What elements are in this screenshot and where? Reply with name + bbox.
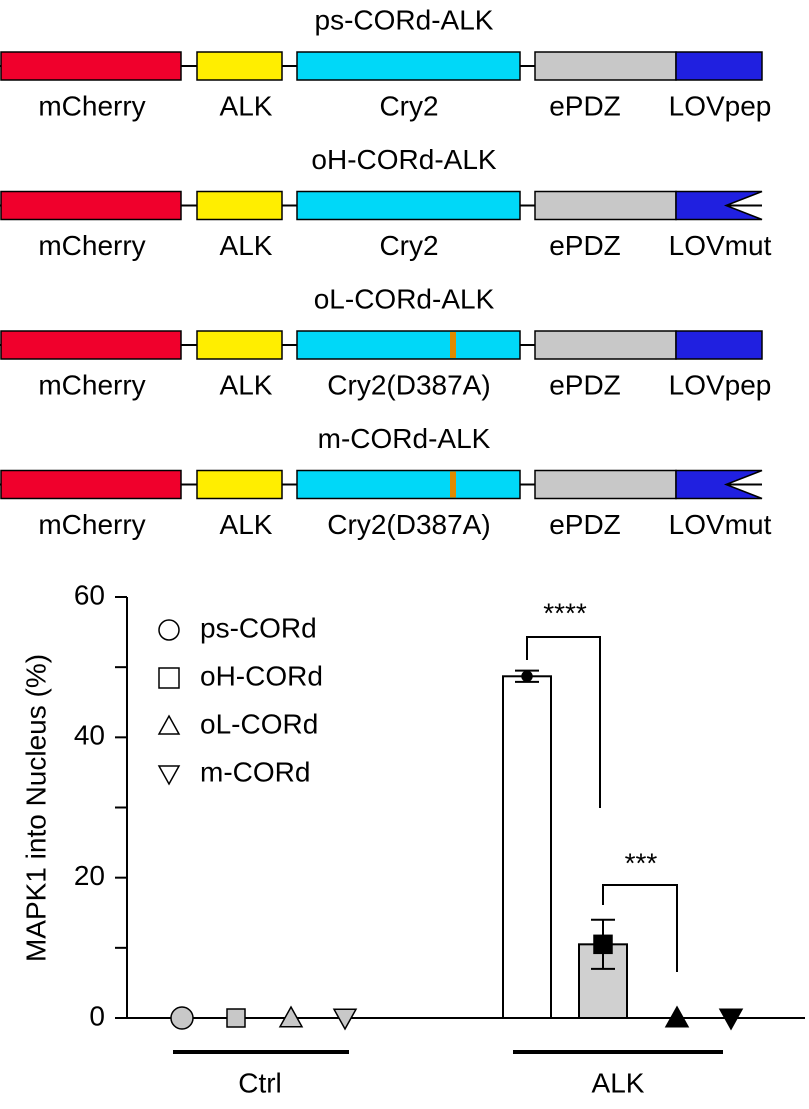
domain-label: LOVmut xyxy=(669,509,772,540)
domain-box xyxy=(296,330,521,360)
domain-box xyxy=(196,469,283,500)
x-tick-label: Ctrl xyxy=(238,1067,282,1098)
legend-label: ps-CORd xyxy=(200,612,317,643)
domain-label: LOVpep xyxy=(669,369,772,400)
significance-label: *** xyxy=(625,847,658,878)
domain-label: mCherry xyxy=(38,90,145,121)
domain-box xyxy=(196,330,283,360)
data-marker xyxy=(332,1008,358,1031)
legend-label: oH-CORd xyxy=(200,660,323,691)
data-marker xyxy=(664,1005,690,1028)
domain-box xyxy=(196,190,283,221)
domain-box xyxy=(675,190,763,221)
domain-box xyxy=(296,190,521,221)
domain-label: ePDZ xyxy=(549,369,621,400)
domain-box xyxy=(534,469,677,500)
domain-box xyxy=(0,330,182,360)
y-tick-label: 60 xyxy=(74,579,105,610)
domain-box xyxy=(196,51,283,81)
data-marker xyxy=(226,1008,246,1028)
y-tick-label: 0 xyxy=(89,1000,105,1031)
mutation-stripe xyxy=(450,471,456,498)
domain-label: Cry2(D387A) xyxy=(327,369,490,400)
domain-label: LOVmut xyxy=(669,230,772,261)
domain-box xyxy=(0,469,182,500)
domain-box xyxy=(534,330,677,360)
domain-label: ALK xyxy=(220,509,273,540)
legend-marker xyxy=(158,667,180,689)
domain-box xyxy=(534,51,677,81)
construct-title: m-CORd-ALK xyxy=(318,423,491,454)
domain-label: ALK xyxy=(220,230,273,261)
domain-box xyxy=(0,51,182,81)
domain-label: mCherry xyxy=(38,230,145,261)
mutation-stripe xyxy=(450,332,456,358)
domain-label: ALK xyxy=(220,369,273,400)
domain-box xyxy=(675,469,763,500)
domain-label: LOVpep xyxy=(669,90,772,121)
domain-label: ePDZ xyxy=(549,230,621,261)
significance-label: **** xyxy=(543,597,587,628)
data-marker xyxy=(718,1008,744,1031)
construct-title: oL-CORd-ALK xyxy=(314,283,495,314)
legend-label: m-CORd xyxy=(200,756,310,787)
y-tick-label: 40 xyxy=(74,720,105,751)
domain-label: ALK xyxy=(220,90,273,121)
construct-title: ps-CORd-ALK xyxy=(315,4,494,35)
x-tick-label: ALK xyxy=(592,1067,645,1098)
data-marker xyxy=(170,1006,194,1030)
domain-label: Cry2 xyxy=(379,90,438,121)
construct-title: oH-CORd-ALK xyxy=(311,144,496,175)
domain-box xyxy=(296,51,521,81)
domain-label: mCherry xyxy=(38,509,145,540)
domain-box xyxy=(675,330,763,360)
domain-label: ePDZ xyxy=(549,509,621,540)
domain-label: ePDZ xyxy=(549,90,621,121)
domain-label: Cry2(D387A) xyxy=(327,509,490,540)
bar xyxy=(502,675,552,1019)
y-axis-title: MAPK1 into Nucleus (%) xyxy=(20,654,51,962)
domain-box xyxy=(296,469,521,500)
significance-bracket xyxy=(526,636,601,808)
data-marker xyxy=(593,934,613,955)
domain-box xyxy=(0,190,182,221)
data-marker xyxy=(521,670,533,683)
legend-marker xyxy=(157,765,181,786)
y-tick-label: 20 xyxy=(74,860,105,891)
domain-box xyxy=(675,51,763,81)
domain-box xyxy=(534,190,677,221)
domain-label: Cry2 xyxy=(379,230,438,261)
legend-marker xyxy=(158,619,180,641)
legend-marker xyxy=(157,714,181,735)
significance-bracket xyxy=(602,884,678,972)
data-marker xyxy=(278,1005,304,1028)
domain-label: mCherry xyxy=(38,369,145,400)
legend-label: oL-CORd xyxy=(200,708,318,739)
